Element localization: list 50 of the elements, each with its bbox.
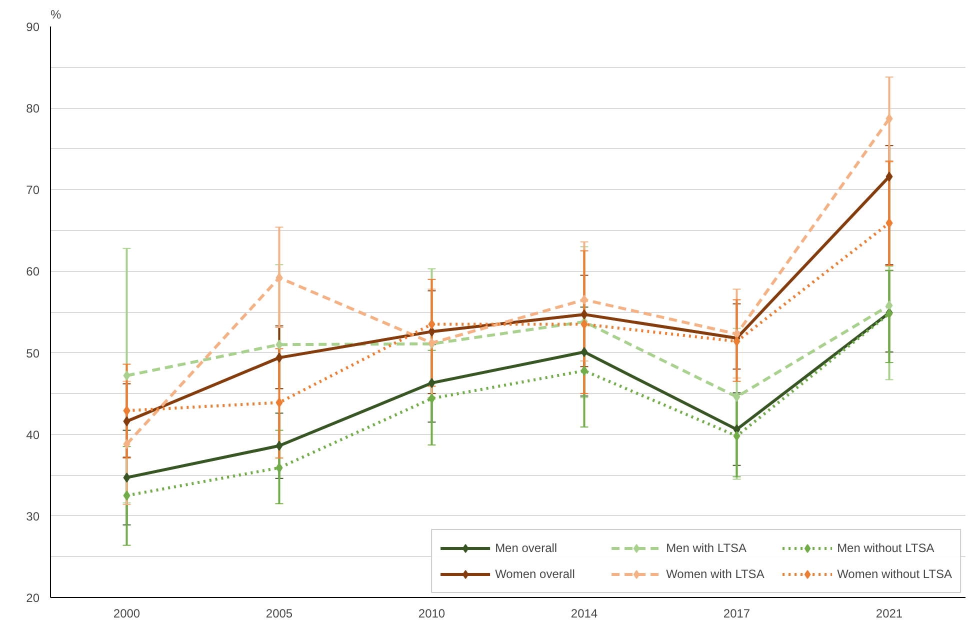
point	[580, 346, 588, 357]
legend-label: Men overall	[495, 541, 558, 555]
legend-label: Women with LTSA	[666, 567, 766, 581]
legend-label: Men with LTSA	[666, 541, 748, 555]
x-tick-label: 2017	[723, 606, 750, 620]
y-tick-label: 70	[26, 183, 40, 198]
point	[886, 300, 893, 310]
point	[428, 378, 436, 388]
point	[580, 294, 588, 305]
point	[276, 462, 283, 473]
point	[733, 336, 740, 346]
x-tick-label: 2014	[570, 606, 598, 620]
point	[276, 398, 283, 408]
x-tick-label: 2005	[266, 606, 293, 620]
point	[428, 326, 436, 337]
point	[580, 319, 588, 330]
x-tick-label: 2021	[876, 606, 903, 620]
y-tick-label: 80	[26, 102, 40, 116]
point	[276, 352, 283, 363]
point	[123, 370, 130, 381]
x-tick-label: 2010	[418, 606, 446, 620]
point	[123, 439, 130, 450]
y-tick-label: 60	[26, 264, 40, 279]
y-tick-label: 20	[26, 591, 40, 605]
legend-label: Women without LTSA	[837, 567, 952, 581]
point	[276, 340, 283, 350]
point	[428, 319, 436, 330]
legend-label: Women overall	[495, 567, 576, 581]
point	[733, 392, 740, 402]
y-tick-label: 30	[26, 509, 40, 524]
point	[886, 172, 893, 182]
y-tick-label: 50	[26, 346, 40, 360]
point	[428, 393, 436, 404]
point	[580, 309, 588, 320]
y-tick-label: 90	[26, 20, 40, 34]
legend-label: Men without LTSA	[837, 541, 936, 555]
x-tick-label: 2000	[113, 606, 140, 620]
y-tick-label: 40	[26, 428, 40, 442]
point	[886, 114, 893, 124]
point	[123, 490, 130, 501]
point	[580, 366, 588, 376]
point	[123, 406, 130, 416]
point	[733, 329, 740, 340]
point	[733, 430, 740, 441]
y-axis-title: %	[50, 8, 62, 22]
point	[276, 440, 283, 451]
point	[276, 272, 283, 283]
point	[886, 218, 893, 228]
point	[123, 416, 130, 426]
point	[123, 472, 130, 483]
